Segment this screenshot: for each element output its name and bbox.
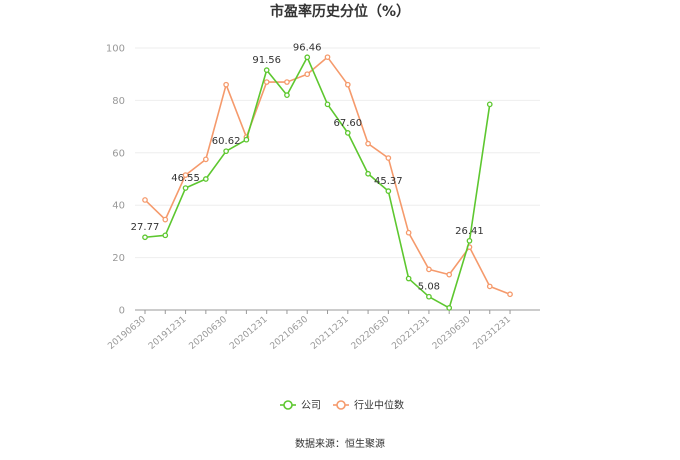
data-label: 91.56: [252, 55, 281, 66]
legend-label: 行业中位数: [354, 399, 404, 412]
chart-title: 市盈率历史分位（%）: [270, 3, 410, 20]
data-point-company: [344, 130, 351, 136]
data-point-industry-median: [263, 79, 270, 85]
x-tick-label: 20191231: [147, 315, 189, 352]
x-tick-label: 20200630: [188, 314, 230, 351]
grid-lines: [135, 47, 540, 259]
x-tick-label: 20220630: [350, 314, 392, 351]
x-tick-label: 20230630: [431, 314, 473, 351]
data-point-industry-median: [304, 71, 311, 78]
x-tick-label: 20190630: [106, 314, 148, 351]
data-point-industry-median: [385, 155, 392, 161]
y-tick-label: 100: [106, 44, 125, 55]
y-tick-label: 60: [112, 148, 125, 159]
data-point-industry-median: [344, 81, 351, 88]
data-point-industry-median: [507, 291, 513, 298]
data-point-industry-median: [324, 54, 331, 61]
data-point-company: [486, 101, 493, 108]
data-labels: 27.77 46.55 60.62 91.56 96.46 67.60 45.37 5.08 2…: [131, 42, 484, 292]
data-point-company: [365, 170, 371, 177]
data-point-company: [385, 188, 392, 194]
data-point-industry-median: [202, 156, 209, 163]
legend-label: 公司: [301, 401, 321, 412]
series-layer: [142, 54, 513, 311]
data-source-note: 数据来源：恒生聚源: [295, 437, 385, 450]
data-point-company: [142, 234, 148, 241]
x-tick-label: 20211231: [309, 315, 351, 352]
data-label: 67.60: [333, 118, 362, 129]
data-point-company: [162, 232, 169, 239]
data-point-company: [223, 148, 229, 155]
data-point-industry-median: [142, 197, 148, 203]
x-tick-label: 20210630: [269, 314, 311, 351]
y-tick-label: 0: [119, 306, 125, 317]
data-point-company: [263, 67, 270, 73]
data-label: 26.41: [455, 226, 484, 237]
data-label: 60.62: [212, 136, 241, 147]
data-point-company: [243, 136, 250, 143]
data-point-industry-median: [223, 81, 229, 88]
x-tick-label: 20231231: [471, 315, 513, 352]
x-tick-label: 20221231: [390, 315, 432, 352]
data-point-company: [426, 293, 432, 300]
y-tick-label: 40: [112, 201, 125, 212]
data-label: 27.77: [131, 222, 160, 233]
data-point-company: [405, 275, 412, 282]
data-point-industry-median: [446, 271, 453, 278]
data-point-industry-median: [182, 172, 189, 178]
data-point-company: [284, 92, 290, 99]
data-label: 5.08: [418, 282, 440, 293]
y-tick-label: 80: [112, 96, 125, 107]
data-label: 46.55: [171, 173, 200, 184]
data-label: 45.37: [374, 176, 403, 187]
data-point-company: [304, 54, 311, 61]
data-point-industry-median: [486, 283, 493, 290]
data-point-company: [324, 101, 331, 108]
data-point-industry-median: [365, 140, 371, 147]
data-point-company: [446, 305, 453, 311]
data-point-industry-median: [284, 79, 290, 85]
data-point-company: [202, 176, 209, 182]
legend-marker-swatch: [336, 400, 346, 410]
data-point-company: [466, 237, 473, 244]
data-point-industry-median: [426, 266, 432, 273]
series-line-company: [144, 56, 491, 309]
legend-marker-swatch: [283, 400, 293, 410]
data-point-company: [182, 185, 189, 191]
axes: 0 20 40 60 80 100 20190630 20191231 20200630 2020…: [106, 44, 540, 352]
data-label: 96.46: [293, 42, 322, 53]
x-tick-label: 20201231: [228, 315, 270, 352]
y-tick-label: 20: [112, 253, 125, 264]
data-point-industry-median: [162, 216, 169, 223]
legend-item-company[interactable]: 公司: [280, 400, 321, 412]
data-point-industry-median: [405, 229, 412, 236]
legend[interactable]: 公司 行业中位数: [280, 399, 404, 412]
legend-item-industry-median[interactable]: 行业中位数: [333, 399, 404, 412]
